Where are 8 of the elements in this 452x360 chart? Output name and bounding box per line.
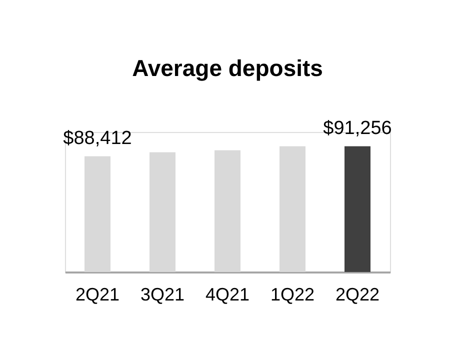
x-tick-label: 4Q21 [205, 284, 250, 304]
data-label: $88,412 [63, 128, 132, 150]
x-tick-label: 3Q21 [140, 284, 185, 304]
data-label: $91,256 [323, 118, 392, 140]
x-tick-label: 1Q22 [270, 284, 315, 304]
x-tick-label: 2Q22 [335, 284, 380, 304]
chart-title: Average deposits [132, 55, 323, 82]
x-tick-label: 2Q21 [75, 284, 120, 304]
